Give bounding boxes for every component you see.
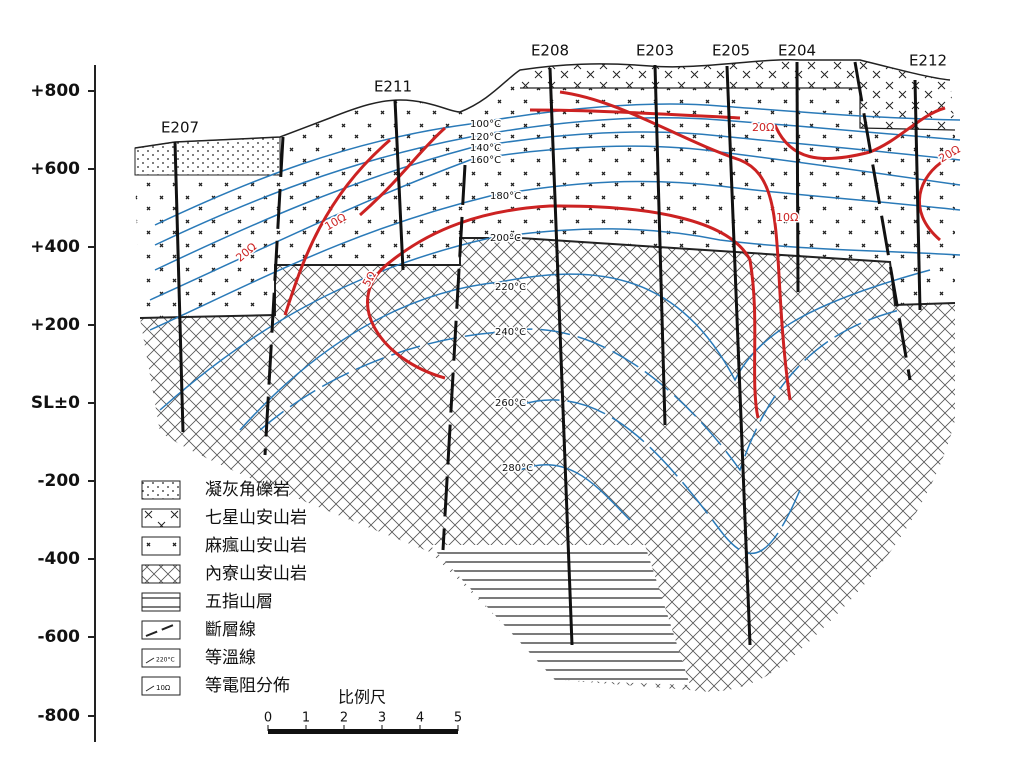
legend-label: 麻瘋山安山岩 xyxy=(205,536,307,556)
scale-tick: 1 xyxy=(302,711,310,726)
isotherm-label: 220°C xyxy=(495,282,526,293)
well xyxy=(913,79,922,311)
axis-label: +800 xyxy=(30,81,80,101)
resistivity-line xyxy=(559,90,792,401)
axis-label: SL±0 xyxy=(31,393,80,413)
legend-label: 七星山安山岩 xyxy=(205,508,307,528)
fault xyxy=(853,61,912,381)
scale-bar xyxy=(268,729,458,734)
isotherm xyxy=(159,228,961,411)
axis-label: -600 xyxy=(37,627,80,647)
axis-label: +400 xyxy=(30,237,80,257)
isotherm-label: 260°C xyxy=(495,398,526,409)
resistivity-line xyxy=(366,204,760,419)
isotherm xyxy=(149,180,961,331)
well xyxy=(548,67,574,646)
isotherms xyxy=(149,103,961,555)
isotherm xyxy=(154,103,961,226)
legend-label: 等溫線 xyxy=(205,648,256,668)
swatch xyxy=(141,592,181,612)
well-label: E211 xyxy=(374,78,412,96)
legend-label: 斷層線 xyxy=(205,620,256,640)
well-label: E204 xyxy=(778,42,816,60)
well xyxy=(795,61,800,293)
legend-icon-label: 220°C xyxy=(156,657,175,664)
isotherm xyxy=(154,116,961,246)
scale-tick: 4 xyxy=(416,711,424,726)
legend-icon-label: 10Ω xyxy=(156,684,171,692)
legend-label: 凝灰角礫岩 xyxy=(205,480,290,500)
swatch xyxy=(141,564,181,584)
isotherm xyxy=(239,269,931,431)
well-label: E207 xyxy=(161,119,199,137)
legend-swatches xyxy=(141,480,181,696)
swatch xyxy=(141,508,181,528)
axis-label: -800 xyxy=(37,706,80,726)
scale-tick: 5 xyxy=(454,711,462,726)
axis-label: -400 xyxy=(37,549,80,569)
isotherm xyxy=(149,145,961,301)
swatch-resistivity xyxy=(145,685,155,692)
wells xyxy=(173,61,922,646)
isotherm-label: 180°C xyxy=(490,191,521,202)
axis-label: -200 xyxy=(37,471,80,491)
swatch xyxy=(141,676,181,696)
fault xyxy=(263,136,285,456)
legend-label: 等電阻分佈 xyxy=(205,676,290,696)
scale-title: 比例尺 xyxy=(338,688,386,707)
resistivity-label: 10Ω xyxy=(776,211,798,224)
fault xyxy=(441,164,467,551)
swatch xyxy=(141,480,181,500)
legend-label: 內寮山安山岩 xyxy=(205,564,307,584)
isotherm-label: 160°C xyxy=(470,155,501,166)
resistivity-line xyxy=(359,126,446,217)
resistivity-line xyxy=(283,138,391,316)
isotherm-label: 140°C xyxy=(470,143,501,154)
faults xyxy=(263,61,912,551)
well-label: E203 xyxy=(636,42,674,60)
resistivity-lines xyxy=(283,90,946,419)
scale-tick: 3 xyxy=(378,711,386,726)
isotherm xyxy=(519,464,631,521)
well xyxy=(653,64,667,426)
swatch-fault xyxy=(145,623,177,637)
surface xyxy=(134,59,951,149)
isotherm xyxy=(154,131,961,271)
well-label: E205 xyxy=(712,42,750,60)
isotherm-label: 200°C xyxy=(490,233,521,244)
resistivity-label: 20Ω xyxy=(752,121,774,134)
isotherm xyxy=(519,399,801,555)
swatch xyxy=(141,648,181,668)
resistivity-line xyxy=(529,108,741,120)
well xyxy=(393,99,405,271)
resistivity-line xyxy=(918,158,946,242)
well-label: E208 xyxy=(531,42,569,60)
tuff-breccia xyxy=(134,136,281,176)
isotherm-label: 240°C xyxy=(495,327,526,338)
well-label: E212 xyxy=(909,52,947,70)
scale-tick: 2 xyxy=(340,711,348,726)
mamian-andesite xyxy=(135,86,955,318)
wuzhi-formation xyxy=(430,545,690,685)
well xyxy=(173,141,185,433)
swatch xyxy=(141,536,181,556)
swatch-isotherm xyxy=(145,657,155,664)
isotherm xyxy=(259,309,901,472)
axis-label: +200 xyxy=(30,315,80,335)
axis-label: +600 xyxy=(30,159,80,179)
scale-tick: 0 xyxy=(264,711,272,726)
isotherm-label: 280°C xyxy=(502,463,533,474)
legend-label: 五指山層 xyxy=(205,592,273,612)
qixing-andesite xyxy=(520,59,955,130)
isotherm-label: 100°C xyxy=(470,119,501,130)
well xyxy=(725,65,752,646)
isotherm-label: 120°C xyxy=(470,132,501,143)
